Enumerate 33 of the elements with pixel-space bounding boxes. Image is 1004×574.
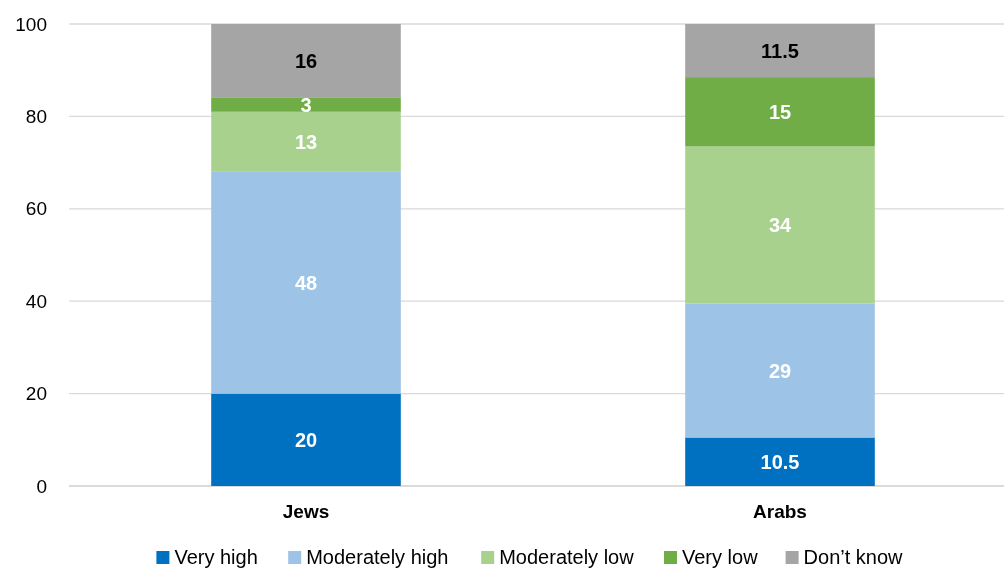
bar: [211, 393, 401, 486]
bar: [685, 437, 875, 486]
bar: [685, 146, 875, 304]
bar: [685, 77, 875, 147]
data-label: 11.5: [761, 39, 799, 62]
data-label: 48: [294, 271, 318, 294]
data-label: 13: [294, 130, 318, 153]
legend-label: Moderately high: [306, 546, 449, 568]
legend-label: Very high: [174, 546, 258, 568]
legend-label: Moderately low: [499, 546, 635, 568]
data-label: 16: [294, 49, 318, 72]
bar: [685, 303, 875, 438]
data-label: 20: [294, 428, 318, 451]
data-label: 34: [768, 213, 792, 236]
data-label: 15: [768, 100, 792, 123]
bar: [211, 111, 401, 172]
legend-label: Very low: [682, 546, 759, 568]
bar: [211, 24, 401, 98]
bar: [685, 24, 875, 78]
x-tick-label: Arabs: [753, 501, 807, 522]
legend-label: Don’t know: [803, 546, 904, 568]
bar: [211, 97, 401, 112]
y-tick-label: 0: [36, 475, 47, 497]
bar: [211, 171, 401, 394]
y-tick-label: 20: [25, 383, 47, 405]
y-tick-label: 100: [15, 13, 47, 35]
y-tick-label: 80: [25, 106, 47, 128]
data-label: 29: [768, 359, 792, 382]
data-label: 10.5: [760, 450, 800, 473]
y-tick-label: 60: [25, 198, 47, 220]
x-tick-label: Jews: [282, 501, 330, 522]
data-label: 3: [300, 93, 312, 116]
y-tick-label: 40: [25, 290, 47, 312]
